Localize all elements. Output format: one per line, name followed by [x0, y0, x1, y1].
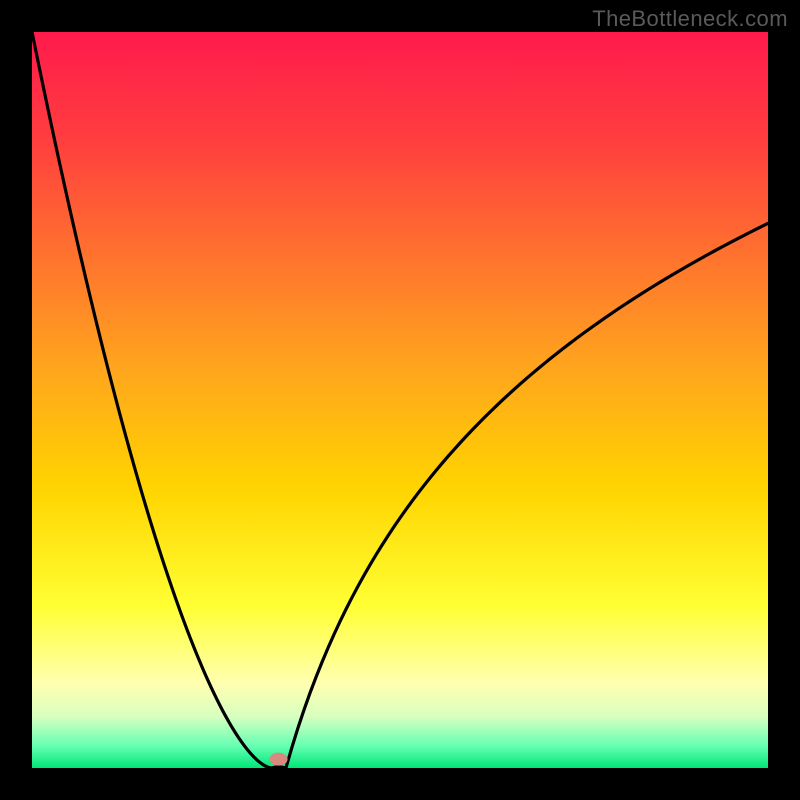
- chart-frame: TheBottleneck.com: [0, 0, 800, 800]
- watermark-text: TheBottleneck.com: [592, 6, 788, 32]
- minimum-marker: [270, 753, 288, 766]
- gradient-background: [32, 32, 768, 768]
- bottleneck-chart: [32, 32, 768, 768]
